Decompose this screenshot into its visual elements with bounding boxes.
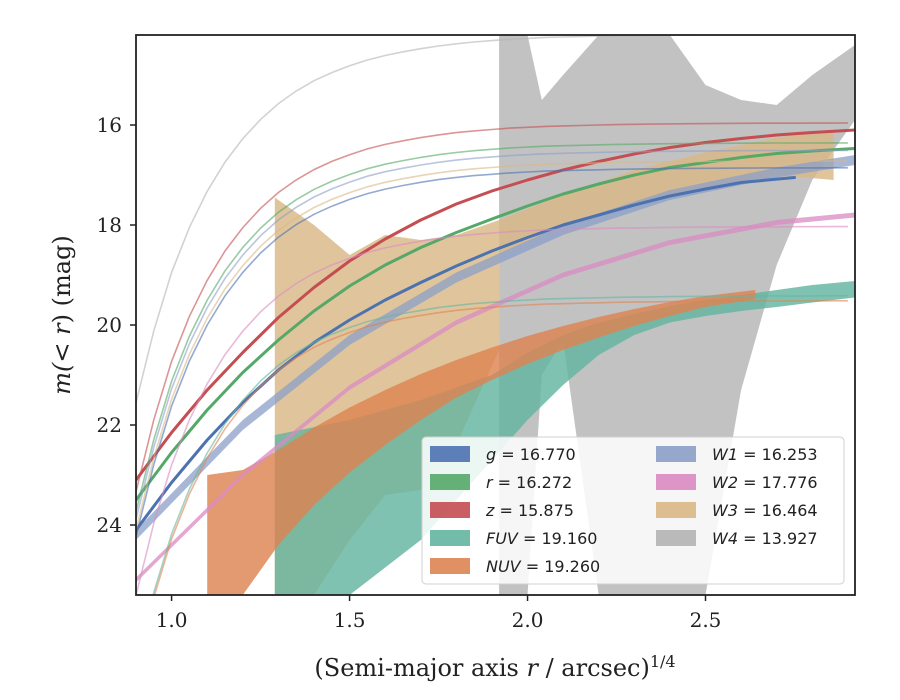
band-nuv (207, 290, 756, 595)
band-fuv (207, 281, 855, 595)
legend-label-w3: W3 = 16.464 (712, 501, 818, 520)
x-tick-label: 1.5 (334, 608, 366, 632)
profile-line-r (136, 147, 855, 502)
plot-frame (135, 34, 856, 596)
x-tick-label: 2.0 (512, 608, 544, 632)
y-axis: 16 18 20 22 24 (97, 113, 136, 537)
legend-swatch-fuv (430, 530, 470, 546)
legend-label-g: g = 16.770 (486, 445, 576, 464)
model-curve-w1 (136, 149, 848, 520)
model-curve-r (136, 142, 848, 512)
legend-swatch-r (430, 474, 470, 490)
lines-layer (136, 35, 855, 595)
x-tick-label: 1.0 (156, 608, 188, 632)
legend-swatch-g (430, 446, 470, 462)
legend-label-z: z = 15.875 (485, 501, 574, 520)
y-tick-label: 22 (97, 413, 122, 437)
profile-line-z (136, 128, 855, 482)
legend: g = 16.770 r = 16.272 z = 15.875 FUV = 19.1… (421, 436, 845, 585)
legend-swatch-nuv (430, 558, 470, 574)
legend-swatch-w2 (656, 474, 696, 490)
y-tick-label: 16 (97, 113, 122, 137)
x-tick-label: 2.5 (690, 608, 722, 632)
legend-label-nuv: NUV = 19.260 (486, 557, 600, 576)
model-curve-g (136, 167, 848, 537)
legend-label-w1: W1 = 16.253 (712, 445, 818, 464)
model-curve-fuv (152, 294, 848, 595)
legend-label-fuv: FUV = 19.160 (486, 529, 597, 548)
legend-label-w4: W4 = 13.927 (712, 529, 818, 548)
model-curve-w4 (136, 35, 831, 403)
x-axis-label: (Semi-major axis r / arcsec)1/4 (314, 652, 675, 683)
model-curve-z (136, 122, 848, 492)
model-curve-w3 (136, 160, 848, 530)
profile-line-g (136, 176, 796, 532)
y-tick-label: 24 (97, 513, 122, 537)
legend-box (421, 436, 845, 585)
legend-label-w2: W2 = 17.776 (712, 473, 818, 492)
legend-swatch-w1 (656, 446, 696, 462)
y-tick-label: 18 (97, 213, 122, 237)
model-curve-w2 (136, 225, 848, 595)
legend-swatch-z (430, 502, 470, 518)
legend-label-r: r = 16.272 (486, 473, 572, 492)
legend-swatch-w4 (656, 530, 696, 546)
legend-swatch-w3 (656, 502, 696, 518)
model-curve-nuv (153, 299, 848, 595)
y-axis-label: m(< r) (mag) (48, 235, 76, 395)
x-axis: 1.0 1.5 2.0 2.5 (156, 595, 722, 632)
y-tick-label: 20 (97, 313, 122, 337)
